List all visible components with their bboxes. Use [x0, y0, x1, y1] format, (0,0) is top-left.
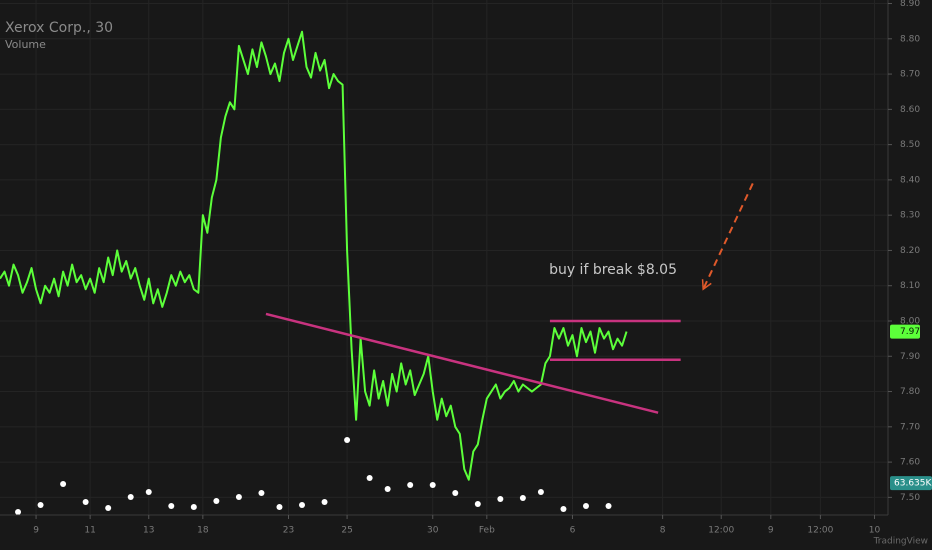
watermark: TradingView [873, 537, 928, 547]
volume-dot [37, 502, 44, 508]
volume-dot [299, 502, 306, 508]
volume-tag-label: 63.635K [894, 479, 932, 489]
x-tick-label: 11 [84, 526, 95, 536]
volume-dot [429, 482, 436, 488]
arrow-head [701, 279, 712, 291]
x-tick-label: 12:00 [807, 526, 833, 536]
price-line [0, 30, 628, 481]
volume-dot [258, 490, 265, 496]
y-tick-label: 8.40 [900, 175, 920, 185]
x-tick-label: 9 [33, 526, 39, 536]
annotation: buy if break $8.05 [549, 262, 677, 278]
volume-dot [474, 501, 481, 507]
price-tag [890, 324, 920, 339]
trendline [265, 312, 659, 414]
y-tick-label: 7.50 [900, 493, 920, 503]
y-tick-label: 8.80 [900, 34, 920, 44]
x-tick-label: 12:00 [708, 526, 734, 536]
volume-dot [60, 481, 67, 487]
volume-dot [82, 499, 89, 505]
volume-dot [519, 495, 526, 501]
volume-dot [145, 489, 152, 495]
volume-dot [213, 498, 220, 504]
y-tick-label: 7.60 [900, 458, 920, 468]
x-tick-label: 10 [869, 526, 881, 536]
y-tick-label: 7.90 [900, 352, 920, 362]
volume-dot [560, 506, 567, 512]
y-tick-label: 8.60 [900, 105, 920, 115]
x-tick-label: 9 [768, 526, 774, 536]
arrow-line [702, 183, 754, 290]
y-tick-label: 8.70 [900, 70, 920, 80]
plot [0, 30, 754, 515]
volume-dot [127, 494, 134, 500]
volume-dot [452, 490, 459, 496]
y-tick-label: 7.80 [900, 387, 920, 397]
x-tick-label: 18 [197, 526, 209, 536]
y-tick-label: 8.00 [900, 316, 920, 326]
x-tick-label: 6 [570, 526, 576, 536]
grid [0, 0, 888, 515]
volume-dot [344, 437, 351, 443]
volume-dot [366, 475, 373, 481]
volume-dot [384, 486, 391, 492]
volume-dot [321, 499, 328, 505]
volume-dot [276, 504, 283, 510]
x-tick-label: 25 [341, 526, 352, 536]
price-tag-label: 7.97 [900, 327, 920, 337]
y-tick-label: 8.50 [900, 140, 920, 150]
volume-dot [190, 504, 197, 510]
volume-dot [537, 489, 544, 495]
y-tick-label: 7.70 [900, 422, 920, 432]
x-tick-label: 13 [143, 526, 154, 536]
y-tick-label: 8.20 [900, 246, 920, 256]
chart-title: Xerox Corp., 30 [5, 20, 113, 36]
y-tick-label: 8.30 [900, 211, 920, 221]
y-tick-label: 8.90 [900, 0, 920, 9]
volume-dot [497, 496, 504, 502]
y-tick-label: 8.10 [900, 281, 920, 291]
volume-dot [168, 503, 175, 509]
x-tick-label: 30 [427, 526, 439, 536]
volume-dot [605, 503, 612, 509]
volume-legend: Volume [5, 38, 46, 51]
volume-tag [890, 476, 932, 491]
volume-dot [235, 494, 242, 500]
volume-dot [407, 482, 414, 488]
volume-dot [15, 509, 22, 515]
volume-dot [105, 505, 112, 511]
volume-dot [582, 503, 589, 509]
x-tick-label: 23 [283, 526, 294, 536]
x-tick-label: Feb [479, 526, 495, 536]
x-tick-label: 8 [660, 526, 666, 536]
